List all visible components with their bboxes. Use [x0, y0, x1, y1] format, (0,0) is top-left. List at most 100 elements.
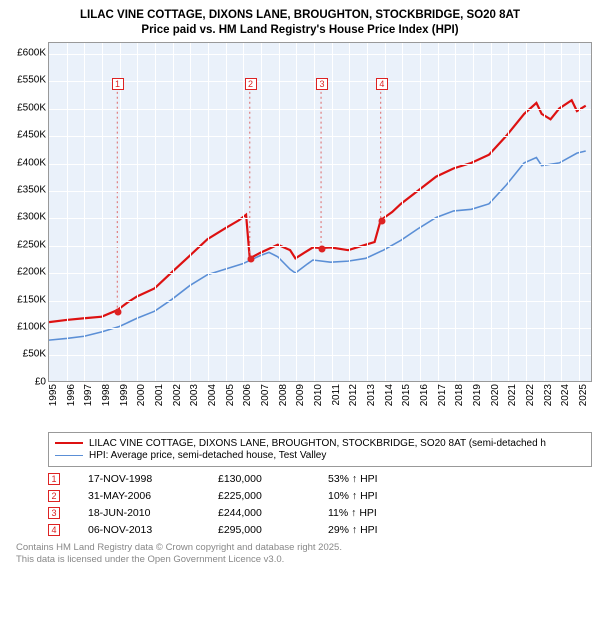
footer-line-1: Contains HM Land Registry data © Crown c…	[16, 542, 592, 554]
x-tick-label: 2022	[525, 384, 536, 406]
y-tick-label: £100K	[17, 322, 46, 333]
event-marker-dot	[319, 246, 326, 253]
y-tick-label: £450K	[17, 130, 46, 141]
event-marker-label: 3	[316, 78, 328, 90]
x-tick-label: 2005	[225, 384, 236, 406]
gridline-v	[332, 43, 333, 381]
gridline-v	[367, 43, 368, 381]
gridline-h	[49, 54, 591, 55]
gridline-h	[49, 164, 591, 165]
event-pct: 29% ↑ HPI	[328, 524, 378, 536]
x-tick-label: 2024	[560, 384, 571, 406]
gridline-h	[49, 191, 591, 192]
chart-area: £0£50K£100K£150K£200K£250K£300K£350K£400…	[8, 42, 592, 402]
gridline-v	[120, 43, 121, 381]
gridline-v	[67, 43, 68, 381]
event-marker-dot	[114, 308, 121, 315]
x-tick-label: 2015	[401, 384, 412, 406]
legend: LILAC VINE COTTAGE, DIXONS LANE, BROUGHT…	[48, 432, 592, 467]
gridline-v	[438, 43, 439, 381]
legend-label: HPI: Average price, semi-detached house,…	[89, 450, 326, 461]
x-tick-label: 1999	[119, 384, 130, 406]
event-pct: 53% ↑ HPI	[328, 473, 378, 485]
event-num: 1	[48, 473, 60, 485]
gridline-v	[190, 43, 191, 381]
y-tick-label: £500K	[17, 102, 46, 113]
title-line-2: Price paid vs. HM Land Registry's House …	[8, 23, 592, 38]
gridline-h	[49, 328, 591, 329]
gridline-v	[314, 43, 315, 381]
x-tick-label: 2023	[543, 384, 554, 406]
event-marker-label: 4	[376, 78, 388, 90]
title-line-1: LILAC VINE COTTAGE, DIXONS LANE, BROUGHT…	[8, 8, 592, 23]
x-tick-label: 1998	[101, 384, 112, 406]
gridline-v	[561, 43, 562, 381]
x-tick-label: 2016	[419, 384, 430, 406]
gridline-v	[279, 43, 280, 381]
event-num: 3	[48, 507, 60, 519]
x-tick-label: 2018	[454, 384, 465, 406]
x-tick-label: 1996	[66, 384, 77, 406]
event-num: 2	[48, 490, 60, 502]
event-row: 231-MAY-2006£225,00010% ↑ HPI	[48, 490, 592, 502]
y-tick-label: £250K	[17, 239, 46, 250]
gridline-v	[173, 43, 174, 381]
footer-attribution: Contains HM Land Registry data © Crown c…	[16, 542, 592, 567]
x-tick-label: 2010	[313, 384, 324, 406]
x-tick-label: 2014	[384, 384, 395, 406]
event-price: £244,000	[218, 507, 328, 519]
gridline-v	[385, 43, 386, 381]
event-marker-label: 1	[112, 78, 124, 90]
gridline-v	[579, 43, 580, 381]
chart-title: LILAC VINE COTTAGE, DIXONS LANE, BROUGHT…	[8, 8, 592, 38]
event-date: 18-JUN-2010	[88, 507, 218, 519]
y-tick-label: £350K	[17, 184, 46, 195]
gridline-h	[49, 109, 591, 110]
event-date: 06-NOV-2013	[88, 524, 218, 536]
x-tick-label: 2011	[331, 384, 342, 406]
gridline-v	[137, 43, 138, 381]
gridline-v	[508, 43, 509, 381]
y-tick-label: £200K	[17, 267, 46, 278]
gridline-v	[473, 43, 474, 381]
legend-swatch	[55, 455, 83, 456]
gridline-v	[526, 43, 527, 381]
event-date: 17-NOV-1998	[88, 473, 218, 485]
x-tick-label: 2021	[507, 384, 518, 406]
legend-row: LILAC VINE COTTAGE, DIXONS LANE, BROUGHT…	[55, 438, 585, 449]
series-cottage	[49, 100, 586, 322]
gridline-v	[243, 43, 244, 381]
x-tick-label: 2004	[207, 384, 218, 406]
gridline-v	[102, 43, 103, 381]
x-tick-label: 2009	[295, 384, 306, 406]
x-tick-label: 2008	[278, 384, 289, 406]
y-axis: £0£50K£100K£150K£200K£250K£300K£350K£400…	[8, 42, 48, 382]
y-tick-label: £50K	[23, 349, 46, 360]
x-tick-label: 2012	[348, 384, 359, 406]
x-tick-label: 2000	[136, 384, 147, 406]
x-tick-label: 2006	[242, 384, 253, 406]
gridline-v	[226, 43, 227, 381]
event-pct: 10% ↑ HPI	[328, 490, 378, 502]
x-tick-label: 2025	[578, 384, 589, 406]
event-price: £130,000	[218, 473, 328, 485]
event-date: 31-MAY-2006	[88, 490, 218, 502]
x-tick-label: 2001	[154, 384, 165, 406]
legend-swatch	[55, 442, 83, 444]
event-row: 4 06-NOV-2013£295,00029% ↑ HPI	[48, 524, 592, 536]
x-tick-label: 2003	[189, 384, 200, 406]
x-tick-label: 2007	[260, 384, 271, 406]
x-tick-label: 1997	[83, 384, 94, 406]
gridline-h	[49, 273, 591, 274]
event-price: £295,000	[218, 524, 328, 536]
gridline-v	[420, 43, 421, 381]
plot-area: 1 2 3 4	[48, 42, 592, 382]
event-num: 4	[48, 524, 60, 536]
event-pct: 11% ↑ HPI	[328, 507, 377, 519]
y-tick-label: £0	[35, 376, 46, 387]
gridline-v	[261, 43, 262, 381]
gridline-v	[84, 43, 85, 381]
footer-line-2: This data is licensed under the Open Gov…	[16, 554, 592, 566]
event-marker-label: 2	[245, 78, 257, 90]
gridline-h	[49, 136, 591, 137]
